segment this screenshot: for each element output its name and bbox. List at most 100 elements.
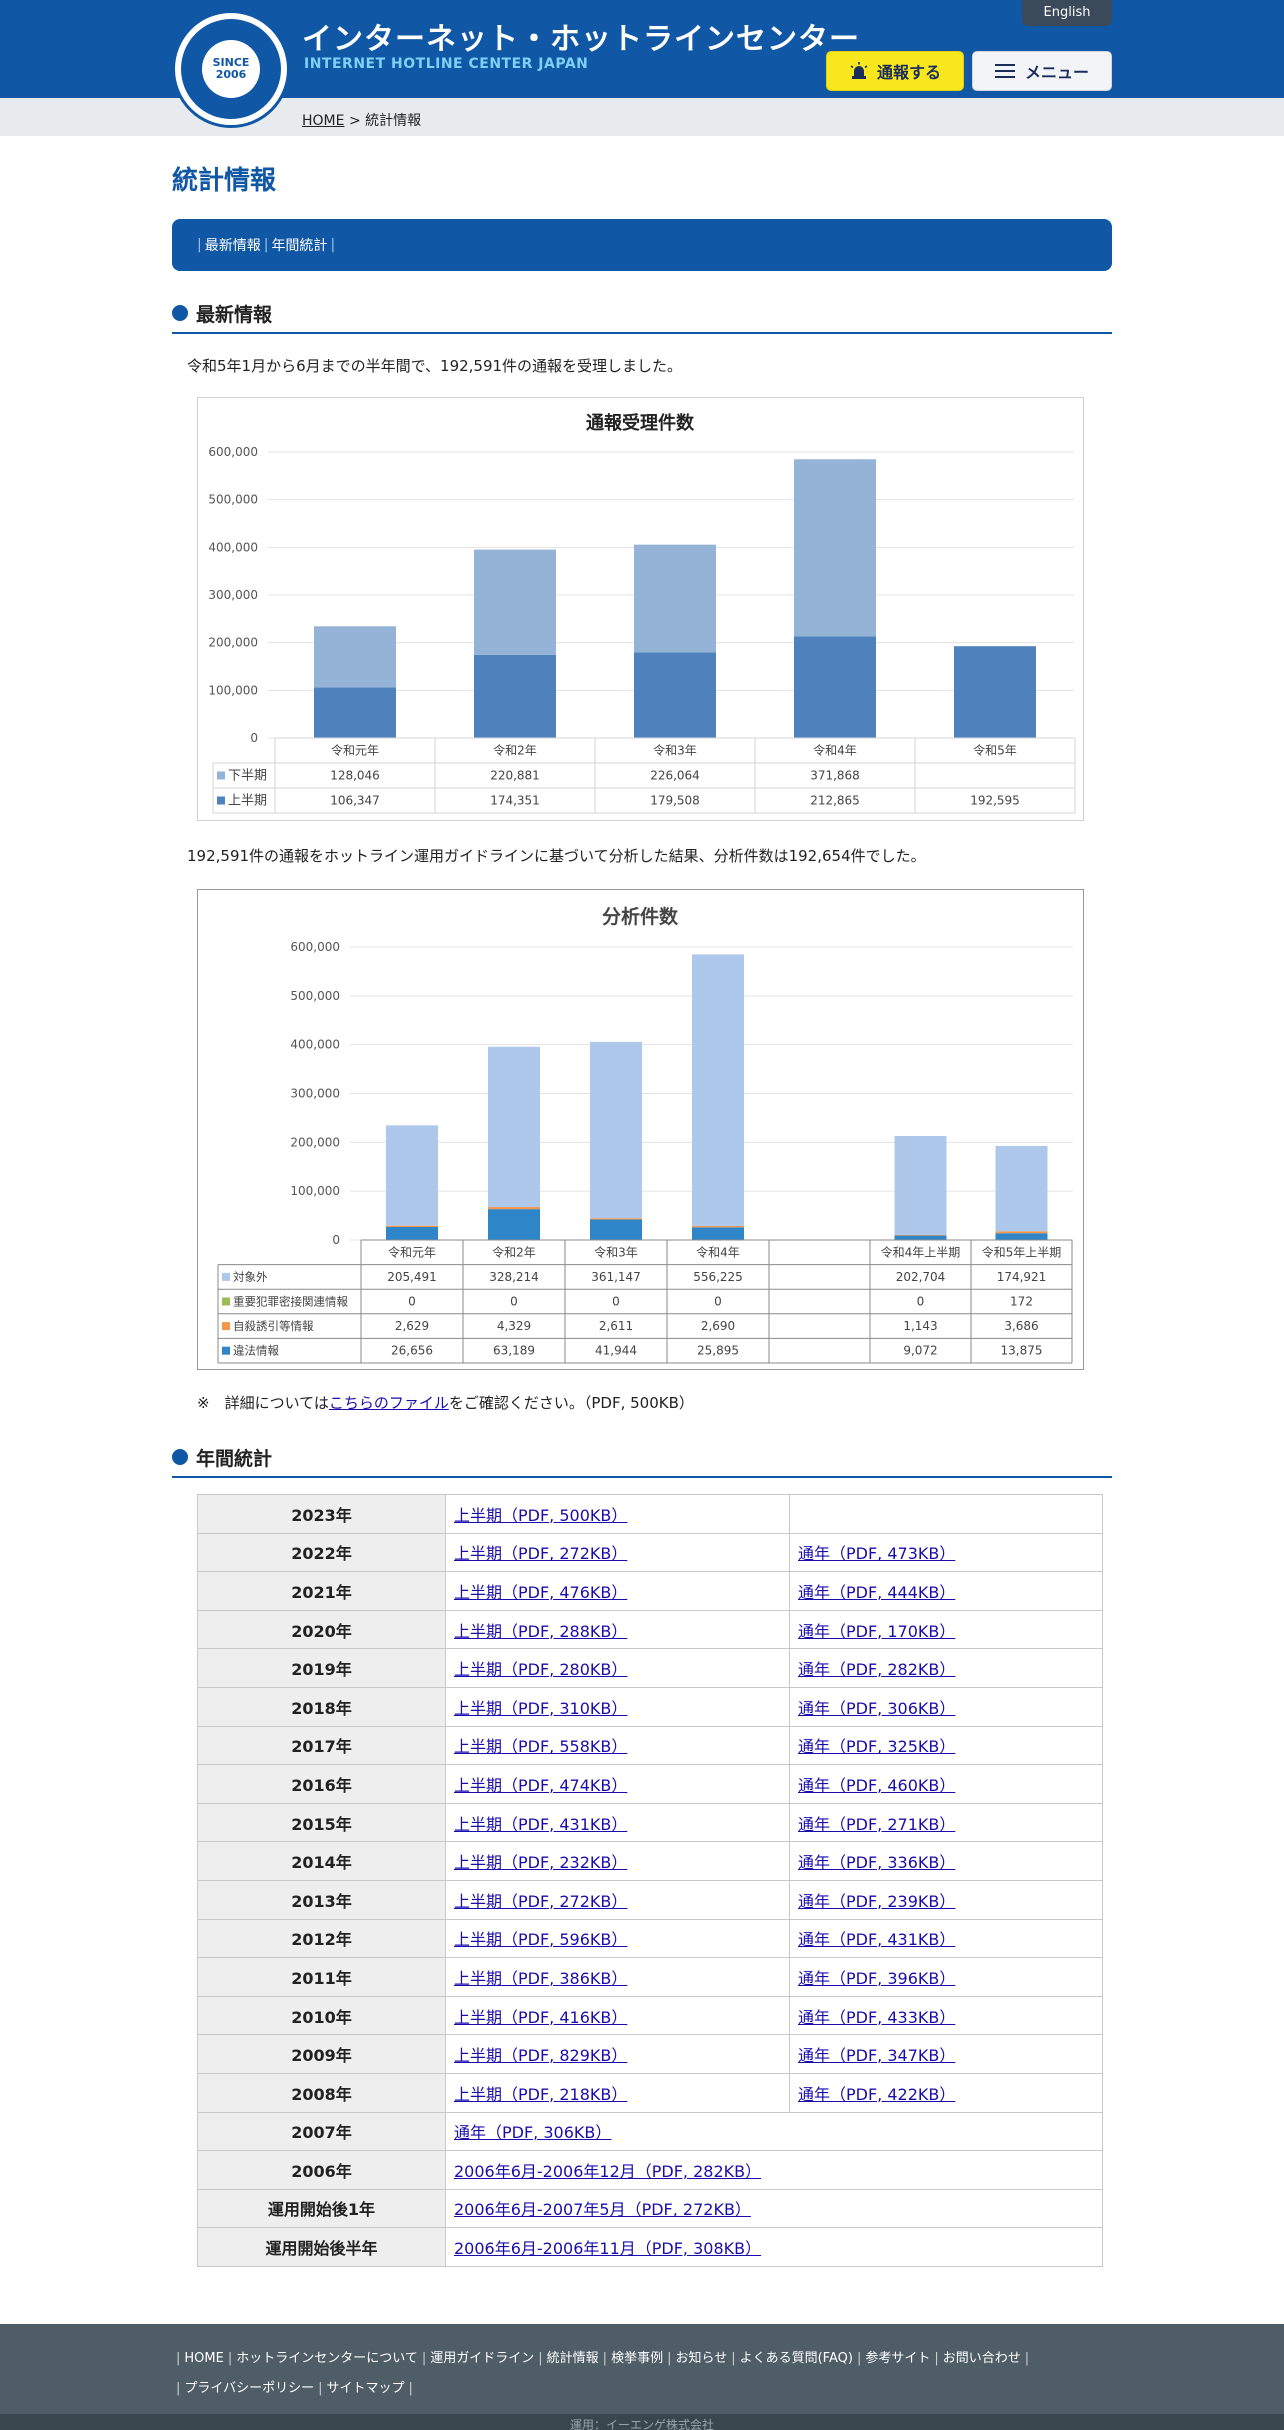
footer-separator: | [421, 2351, 427, 2366]
first-half-pdf-link[interactable]: 上半期（PDF, 829KB） [454, 2046, 628, 2066]
data-label: 2,611 [599, 1319, 633, 1333]
report-button[interactable]: 通報する [826, 51, 964, 91]
full-year-cell [789, 1494, 1103, 1534]
table-row: 2006年 2006年6月-2006年12月（PDF, 282KB） [197, 2150, 1103, 2190]
bullet-icon [172, 305, 188, 321]
latest-intro-text: 令和5年1月から6月までの半年間で、192,591件の通報を受理しました。 [187, 357, 683, 375]
x-category-label: 令和2年 [492, 1244, 536, 1259]
first-half-pdf-link[interactable]: 上半期（PDF, 416KB） [454, 2007, 628, 2027]
footer-separator: | [731, 2351, 736, 2366]
first-half-pdf-link[interactable]: 上半期（PDF, 218KB） [454, 2084, 628, 2104]
table-row: 2012年 上半期（PDF, 596KB） 通年（PDF, 431KB） [197, 1918, 1103, 1959]
first-half-pdf-link[interactable]: 上半期（PDF, 596KB） [454, 1930, 628, 1950]
full-year-cell: 通年（PDF, 422KB） [789, 2072, 1103, 2113]
full-year-pdf-link[interactable]: 通年（PDF, 282KB） [798, 1660, 956, 1680]
site-logo[interactable]: SINCE 2006 [172, 10, 290, 128]
full-year-pdf-link[interactable]: 通年（PDF, 271KB） [798, 1814, 956, 1834]
section-heading-annual-label: 年間統計 [196, 1447, 273, 1470]
x-category-label: 令和5年上半期 [982, 1244, 1062, 1259]
data-label: 4,329 [497, 1319, 531, 1333]
first-half-pdf-link[interactable]: 上半期（PDF, 280KB） [454, 1660, 628, 1680]
full-year-pdf-link[interactable]: 通年（PDF, 433KB） [798, 2007, 956, 2027]
full-year-pdf-link[interactable]: 通年（PDF, 347KB） [798, 2046, 956, 2066]
table-row: 2019年 上半期（PDF, 280KB） 通年（PDF, 282KB） [197, 1648, 1103, 1688]
menu-button[interactable]: メニュー [972, 51, 1112, 91]
first-half-pdf-link[interactable]: 上半期（PDF, 272KB） [454, 1544, 628, 1564]
english-button[interactable]: English [1022, 0, 1112, 26]
y-tick-label: 100,000 [208, 683, 258, 697]
legend-swatch [222, 1346, 230, 1355]
footer-link-item: よくある質問(FAQ) | [740, 2351, 866, 2366]
footer-link[interactable]: プライバシーポリシー [184, 2381, 315, 2396]
footer-link[interactable]: 参考サイト [865, 2351, 931, 2366]
first-half-pdf-link[interactable]: 上半期（PDF, 474KB） [454, 1775, 628, 1795]
full-year-pdf-link[interactable]: 通年（PDF, 422KB） [798, 2084, 956, 2104]
bullet-icon [172, 1449, 188, 1465]
breadcrumb-current: 統計情報 [365, 113, 422, 129]
year-cell: 2018年 [197, 1686, 446, 1727]
footer-link[interactable]: よくある質問(FAQ) [739, 2351, 853, 2366]
footer-link[interactable]: ホットラインセンターについて [236, 2351, 418, 2366]
footer-link[interactable]: お問い合わせ [942, 2351, 1021, 2366]
table-row: 運用開始後1年 2006年6月-2007年5月（PDF, 272KB） [197, 2188, 1103, 2229]
full-year-pdf-link[interactable]: 通年（PDF, 431KB） [798, 1930, 956, 1950]
footer-link[interactable]: お知らせ [675, 2351, 728, 2366]
full-year-cell: 通年（PDF, 433KB） [789, 1995, 1103, 2036]
footer-link-item: 参考サイト | [865, 2351, 942, 2366]
year-cell: 2023年 [197, 1494, 446, 1534]
full-year-pdf-link[interactable]: 通年（PDF, 239KB） [798, 1891, 956, 1911]
legend-label: 対象外 [233, 1270, 268, 1284]
footer-link[interactable]: 検挙事例 [611, 2351, 664, 2366]
report-pdf-link[interactable]: 2006年6月-2006年11月（PDF, 308KB） [454, 2239, 762, 2259]
full-year-pdf-link[interactable]: 通年（PDF, 336KB） [798, 1853, 956, 1873]
subnav-item-annual[interactable]: 年間統計 [271, 238, 328, 254]
full-year-pdf-link[interactable]: 通年（PDF, 325KB） [798, 1737, 956, 1757]
footer-link[interactable]: 統計情報 [546, 2351, 599, 2366]
chart-bar [386, 1225, 438, 1227]
full-year-pdf-link[interactable]: 通年（PDF, 460KB） [798, 1775, 956, 1795]
first-half-pdf-link[interactable]: 上半期（PDF, 288KB） [454, 1621, 628, 1641]
footer-link[interactable]: 運用ガイドライン [430, 2351, 535, 2366]
year-cell: 2021年 [197, 1571, 446, 1611]
chart-analysis-counts: 分析件数 0 100,000 200,000 300,000 400,000 500,000… [197, 889, 1084, 1370]
first-half-pdf-link[interactable]: 上半期（PDF, 500KB） [454, 1505, 628, 1525]
table-row: 2021年 上半期（PDF, 476KB） 通年（PDF, 444KB） [197, 1571, 1103, 1611]
y-tick-label: 600,000 [208, 445, 258, 459]
report-pdf-link[interactable]: 通年（PDF, 306KB） [454, 2123, 612, 2143]
year-cell: 2012年 [197, 1918, 446, 1959]
first-half-pdf-link[interactable]: 上半期（PDF, 431KB） [454, 1814, 628, 1834]
full-year-pdf-link[interactable]: 通年（PDF, 396KB） [798, 1968, 956, 1988]
first-half-cell: 上半期（PDF, 280KB） [445, 1648, 790, 1688]
first-half-pdf-link[interactable]: 上半期（PDF, 476KB） [454, 1582, 628, 1602]
data-label: 174,921 [997, 1270, 1047, 1284]
full-year-pdf-link[interactable]: 通年（PDF, 170KB） [798, 1621, 956, 1641]
detail-file-link[interactable]: こちらのファイル [328, 1394, 449, 1412]
full-year-cell: 通年（PDF, 282KB） [789, 1648, 1103, 1688]
first-half-pdf-link[interactable]: 上半期（PDF, 232KB） [454, 1853, 628, 1873]
breadcrumb-home[interactable]: HOME [302, 113, 345, 129]
first-half-pdf-link[interactable]: 上半期（PDF, 558KB） [454, 1737, 628, 1757]
subnav-item-latest[interactable]: 最新情報 [204, 238, 261, 254]
table-row: 2007年 通年（PDF, 306KB） [197, 2111, 1103, 2152]
chart-bar [692, 1226, 744, 1228]
first-half-pdf-link[interactable]: 上半期（PDF, 386KB） [454, 1968, 628, 1988]
report-pdf-link[interactable]: 2006年6月-2006年12月（PDF, 282KB） [454, 2161, 762, 2181]
first-half-pdf-link[interactable]: 上半期（PDF, 310KB） [454, 1698, 628, 1718]
chart-bar [692, 954, 744, 1227]
full-year-pdf-link[interactable]: 通年（PDF, 473KB） [798, 1544, 956, 1564]
chart-received-reports: 通報受理件数 0 100,000 200,000 300,000 400,000 500,0… [197, 397, 1084, 821]
site-title[interactable]: インターネット・ホットラインセンター [302, 22, 860, 57]
footer-link[interactable]: HOME [184, 2351, 224, 2366]
chart-bar [488, 1209, 540, 1240]
chart-bar [386, 1226, 438, 1240]
full-year-cell: 通年（PDF, 271KB） [789, 1802, 1103, 1843]
report-pdf-link[interactable]: 2006年6月-2007年5月（PDF, 272KB） [454, 2200, 751, 2220]
chart-bar [314, 687, 396, 738]
full-year-cell: 通年（PDF, 239KB） [789, 1879, 1103, 1920]
first-half-pdf-link[interactable]: 上半期（PDF, 272KB） [454, 1891, 628, 1911]
full-year-pdf-link[interactable]: 通年（PDF, 306KB） [798, 1698, 956, 1718]
footer-link[interactable]: サイトマップ [326, 2381, 405, 2396]
legend-label: 重要犯罪密接関連情報 [233, 1295, 348, 1309]
full-year-cell: 通年（PDF, 460KB） [789, 1764, 1103, 1804]
full-year-pdf-link[interactable]: 通年（PDF, 444KB） [798, 1582, 956, 1602]
